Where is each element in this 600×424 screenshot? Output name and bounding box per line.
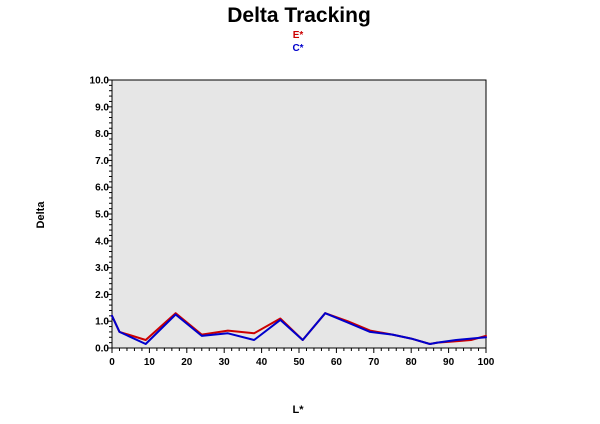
y-tick-label: 1.0 <box>95 317 109 328</box>
chart-title: Delta Tracking <box>227 4 371 27</box>
y-tick-label: 8.0 <box>95 129 109 140</box>
x-tick-label: 50 <box>293 357 305 368</box>
plot-area <box>112 80 486 348</box>
x-tick-label: 100 <box>478 357 495 368</box>
y-tick-label: 0.0 <box>95 344 109 355</box>
x-axis-label: L* <box>293 404 305 416</box>
legend-entry-c: C* <box>292 43 303 54</box>
y-tick-label: 6.0 <box>95 183 109 194</box>
x-tick-label: 90 <box>443 357 455 368</box>
x-tick-label: 70 <box>368 357 380 368</box>
y-tick-label: 10.0 <box>90 76 110 87</box>
y-tick-label: 2.0 <box>95 290 109 301</box>
series-line-c <box>111 312 487 345</box>
x-tick-label: 0 <box>109 357 115 368</box>
x-tick-label: 40 <box>256 357 268 368</box>
chart-marks: 0.0 1.0 2.0 3.0 4.0 5.0 6.0 7.0 8.0 9.0 10.0 0 10 20 3… <box>90 76 495 369</box>
y-axis-label: Delta <box>35 201 47 229</box>
legend-entry-e: E* <box>293 30 304 41</box>
x-tick-label: 80 <box>406 357 418 368</box>
y-tick-label: 4.0 <box>95 236 109 247</box>
y-tick-label: 7.0 <box>95 156 109 167</box>
x-tick-label: 20 <box>181 357 193 368</box>
y-tick-label: 3.0 <box>95 263 109 274</box>
x-tick-label: 60 <box>331 357 343 368</box>
x-tick-label: 30 <box>219 357 231 368</box>
y-tick-label: 5.0 <box>95 210 109 221</box>
x-tick-label: 10 <box>144 357 156 368</box>
y-tick-label: 9.0 <box>95 102 109 113</box>
